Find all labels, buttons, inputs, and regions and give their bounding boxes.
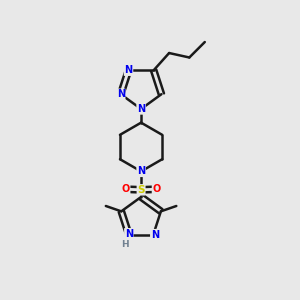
Text: N: N <box>117 89 125 99</box>
Text: N: N <box>151 230 159 240</box>
Text: O: O <box>122 184 130 194</box>
Text: N: N <box>124 65 133 75</box>
Text: N: N <box>137 104 145 114</box>
Text: O: O <box>152 184 161 194</box>
Text: S: S <box>137 185 145 195</box>
Text: H: H <box>122 240 129 249</box>
Text: N: N <box>125 229 133 239</box>
Text: N: N <box>137 167 145 176</box>
